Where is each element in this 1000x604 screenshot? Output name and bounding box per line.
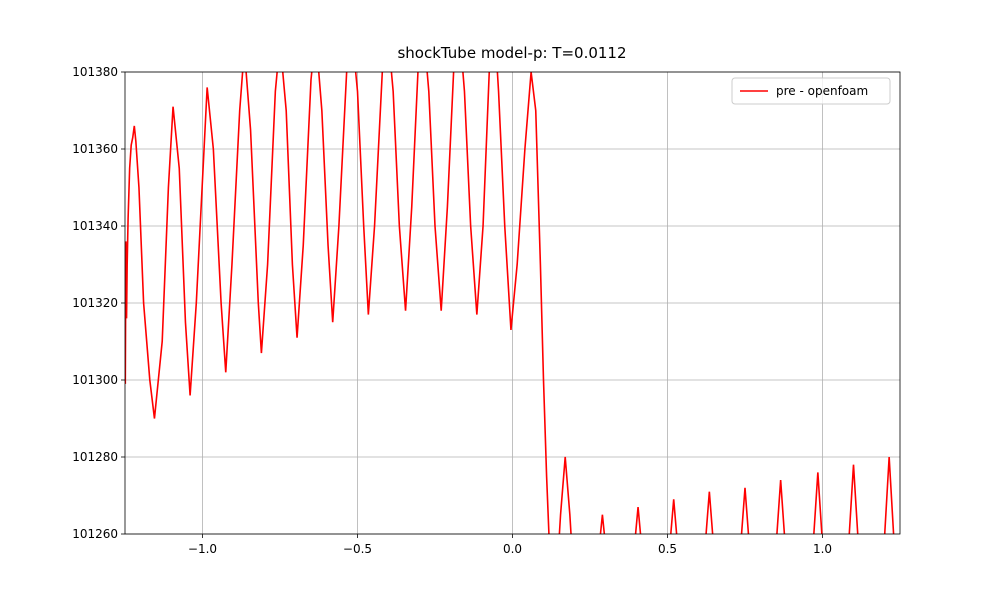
plot-frame: [124, 71, 901, 535]
chart-title: shockTube model-p: T=0.0112: [397, 44, 626, 62]
y-tick-label: 101360: [72, 142, 118, 156]
y-tick-label: 101300: [72, 373, 118, 387]
legend-label: pre - openfoam: [776, 84, 868, 98]
x-tick-label: 0.0: [503, 542, 522, 556]
x-tick-label: −0.5: [343, 542, 372, 556]
y-tick-label: 101320: [72, 296, 118, 310]
y-tick-label: 101380: [72, 65, 118, 79]
x-tick-label: 0.5: [658, 542, 677, 556]
y-tick-label: 101260: [72, 527, 118, 541]
x-tick-label: −1.0: [188, 542, 217, 556]
y-tick-label: 101340: [72, 219, 118, 233]
y-tick-label: 101280: [72, 450, 118, 464]
legend-box: [731, 77, 891, 105]
data-line: [125, 72, 895, 534]
x-tick-label: 1.0: [813, 542, 832, 556]
